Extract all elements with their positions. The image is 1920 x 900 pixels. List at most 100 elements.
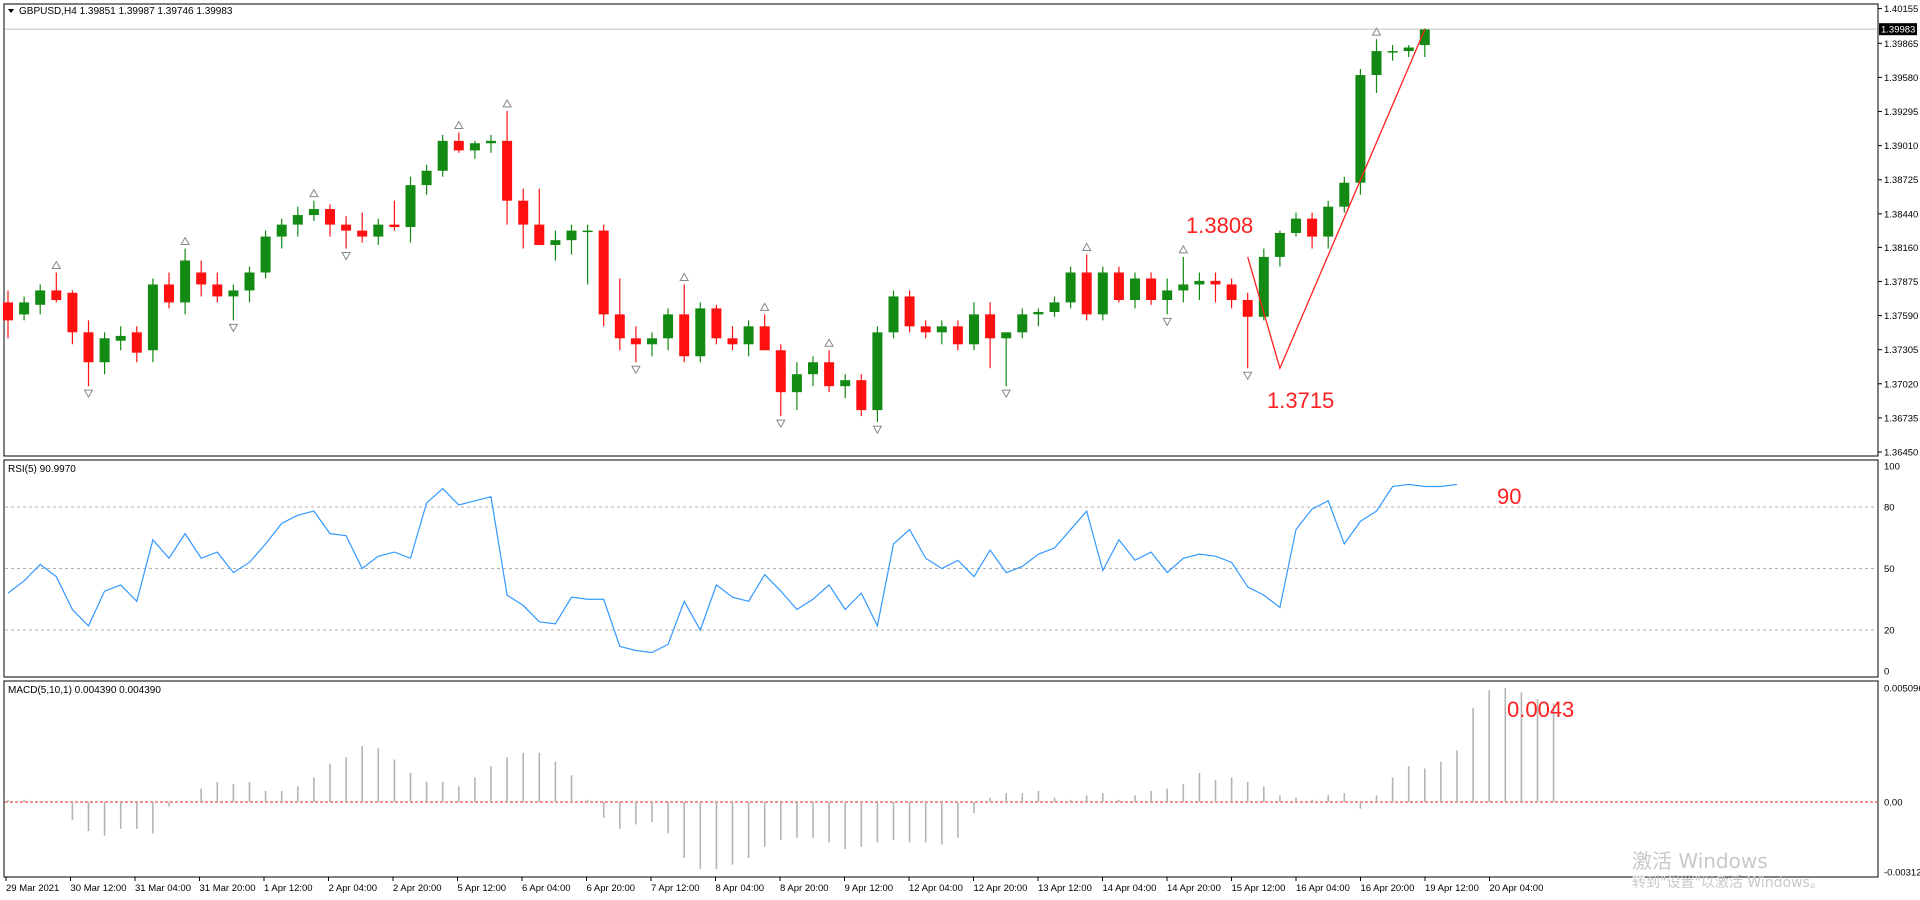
time-tick-label: 6 Apr 04:00	[522, 883, 571, 894]
windows-activation-title: 激活 Windows	[1632, 849, 1768, 873]
time-tick-label: 8 Apr 20:00	[780, 883, 829, 894]
candle-body	[1258, 256, 1269, 317]
time-tick-label: 5 Apr 12:00	[458, 883, 507, 894]
candle-body	[131, 332, 142, 353]
candle-body	[679, 314, 690, 357]
fractal-up-arrow	[309, 188, 319, 198]
time-tick-label: 16 Apr 20:00	[1361, 883, 1415, 894]
candle	[244, 266, 255, 303]
time-tick-label: 9 Apr 12:00	[845, 883, 894, 894]
symbol-info: GBPUSD,H4 1.39851 1.39987 1.39746 1.3998…	[19, 6, 233, 17]
candle	[791, 362, 802, 411]
candle	[1113, 266, 1124, 303]
fractal-up-arrow	[180, 236, 190, 246]
candle	[695, 302, 706, 363]
candle-body	[260, 236, 271, 273]
candle	[936, 320, 947, 345]
candle	[1210, 272, 1221, 303]
candle	[630, 326, 641, 363]
candle	[1323, 200, 1334, 249]
fractal-up-arrow	[51, 260, 62, 269]
candle	[228, 284, 239, 321]
candle-body	[1419, 29, 1430, 46]
candle	[405, 176, 416, 243]
candle	[196, 260, 207, 297]
price-tick-label: 1.37305	[1884, 345, 1918, 356]
candle	[1081, 254, 1092, 321]
candle-body	[888, 296, 899, 333]
fractal-up-arrow	[1178, 244, 1189, 254]
candle-body	[1049, 302, 1060, 312]
macd-tick-label: -0.003127	[1884, 868, 1920, 879]
candle	[35, 284, 46, 315]
rsi-tick-label: 20	[1884, 626, 1895, 637]
dropdown-arrow-icon[interactable]	[8, 9, 14, 13]
price-tick-label: 1.39865	[1884, 39, 1918, 50]
candle-body	[824, 362, 835, 387]
candlestick-series[interactable]	[3, 28, 1430, 423]
candle	[3, 290, 13, 339]
candle	[83, 320, 94, 387]
candle	[952, 320, 963, 351]
candle-body	[1371, 51, 1382, 76]
macd-pane-frame	[3, 680, 1879, 878]
candle	[888, 290, 899, 339]
candle-body	[35, 290, 46, 305]
time-tick-label: 6 Apr 20:00	[587, 883, 636, 894]
candle	[115, 326, 126, 351]
candle	[469, 140, 480, 159]
time-tick-label: 15 Apr 12:00	[1232, 883, 1286, 894]
macd-histogram	[5, 687, 1877, 870]
rsi-polyline	[7, 483, 1458, 654]
candle	[1307, 212, 1318, 249]
candle	[1355, 69, 1366, 195]
candle-body	[1017, 314, 1028, 333]
candle-body	[856, 380, 867, 411]
candle-body	[1162, 290, 1173, 301]
candle-body	[244, 272, 255, 291]
candle	[614, 278, 625, 351]
swing-low-label: 1.3715	[1267, 388, 1334, 413]
candle-body	[1130, 278, 1140, 301]
fractal-up-arrow	[453, 120, 464, 129]
time-tick-label: 16 Apr 04:00	[1296, 883, 1350, 894]
rsi-tick-label: 80	[1884, 503, 1895, 514]
candle-body	[840, 380, 851, 387]
candle-body	[1323, 206, 1334, 237]
candle-body	[67, 292, 78, 333]
candle-body	[389, 224, 400, 228]
time-tick-label: 30 Mar 12:00	[71, 883, 127, 894]
candle-body	[647, 338, 657, 345]
candle	[598, 224, 609, 327]
candle-body	[196, 272, 207, 285]
candle	[840, 374, 851, 399]
time-tick-label: 14 Apr 20:00	[1167, 883, 1221, 894]
time-tick-label: 2 Apr 20:00	[393, 883, 442, 894]
candle	[566, 224, 577, 255]
price-tick-label: 1.39580	[1884, 73, 1918, 84]
rsi-value-label: 90	[1497, 484, 1521, 509]
candle-body	[115, 335, 126, 341]
rsi-tick-label: 0	[1884, 667, 1889, 678]
candle-body	[19, 302, 30, 315]
candle	[1403, 45, 1414, 58]
candle-body	[51, 290, 62, 301]
candle	[1371, 39, 1382, 93]
time-axis[interactable]: 29 Mar 2021 30 Mar 12:00 31 Mar 04:00 31 Ma…	[5, 877, 1543, 894]
candle-body	[1226, 284, 1237, 301]
price-axis[interactable]: 1.40155 1.39865 1.39580 1.39295 1.39010 1.387…	[1878, 4, 1918, 459]
candle	[260, 230, 271, 279]
candle-body	[276, 224, 287, 237]
candle-body	[1307, 218, 1318, 237]
fractal-up-arrow	[679, 272, 690, 281]
price-tick-label: 1.38725	[1884, 175, 1918, 186]
candle-body	[663, 314, 674, 339]
candle-body	[775, 350, 786, 393]
candle	[325, 204, 335, 237]
time-tick-label: 29 Mar 2021	[6, 883, 59, 894]
time-tick-label: 31 Mar 04:00	[135, 883, 191, 894]
candle	[1274, 230, 1285, 267]
candle	[292, 206, 303, 237]
candle	[582, 224, 593, 285]
